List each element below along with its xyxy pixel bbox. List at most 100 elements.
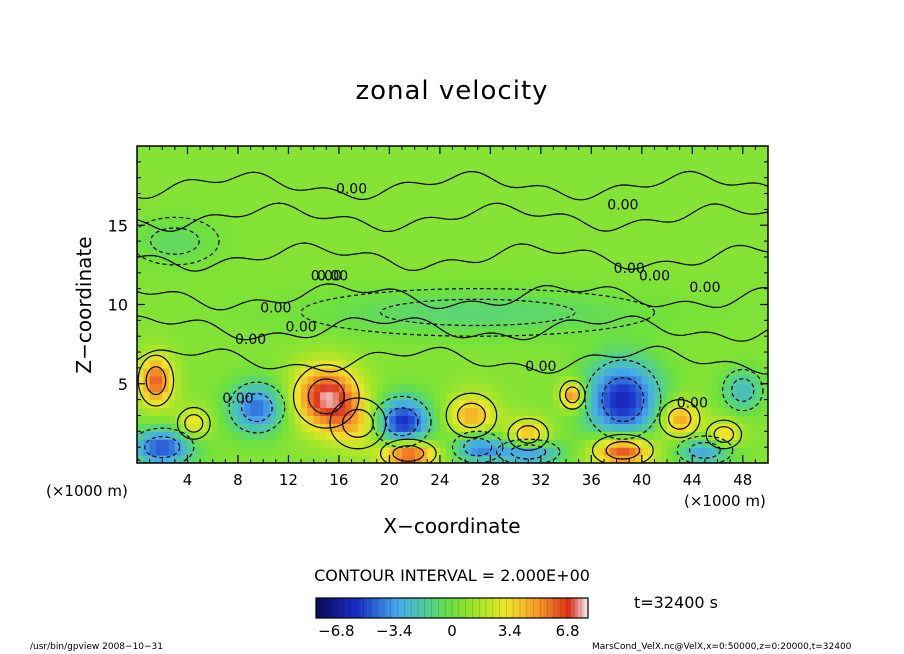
heatmap-cell (187, 367, 195, 377)
heatmap-cell (723, 352, 731, 361)
contour-label: 0.00 (614, 261, 645, 277)
heatmap-cell (736, 304, 744, 314)
heatmap-cell (496, 431, 504, 440)
heatmap-cell (471, 352, 479, 361)
heatmap-cell (439, 185, 447, 195)
heatmap-cell (307, 447, 315, 456)
colorbar-segment (581, 598, 586, 618)
heatmap-cell (389, 241, 397, 250)
heatmap-cell (692, 391, 700, 401)
heatmap-cell (629, 359, 637, 369)
heatmap-cell (420, 320, 428, 329)
heatmap-cell (332, 225, 340, 234)
heatmap-cell (660, 367, 668, 377)
heatmap-cell (704, 249, 712, 258)
heatmap-cell (629, 249, 637, 258)
heatmap-cell (458, 447, 466, 456)
heatmap-cell (357, 146, 365, 155)
heatmap-cell (559, 352, 567, 361)
heatmap-cell (200, 153, 208, 163)
heatmap-cell (402, 296, 409, 306)
heatmap-cell (376, 367, 384, 377)
heatmap-cell (477, 423, 485, 432)
x-axis-unit-right: (×1000 m) (684, 492, 766, 510)
heatmap-cell (749, 312, 756, 321)
heatmap-cell (370, 146, 378, 155)
heatmap-cell (749, 439, 756, 448)
heatmap-cell (547, 328, 555, 337)
heatmap-cell (673, 328, 681, 337)
heatmap-cell (263, 249, 271, 258)
heatmap-cell (755, 399, 763, 409)
heatmap-cell (553, 359, 561, 369)
contour-line (379, 438, 437, 463)
heatmap-cell (219, 375, 226, 385)
heatmap-cell (395, 399, 403, 409)
heatmap-cell (143, 344, 151, 353)
heatmap-cell (540, 153, 548, 163)
heatmap-cell (357, 375, 365, 385)
heatmap-cell (742, 256, 750, 266)
heatmap-cell (225, 336, 233, 345)
heatmap-cell (484, 367, 491, 377)
heatmap-cell (673, 241, 681, 250)
heatmap-cell (603, 328, 611, 337)
heatmap-cell (603, 312, 611, 321)
heatmap-cell (282, 391, 290, 401)
heatmap-cell (301, 336, 308, 345)
heatmap-cell (641, 399, 649, 409)
heatmap-cell (572, 296, 580, 306)
heatmap-cell (597, 146, 605, 155)
heatmap-cell (313, 455, 321, 463)
heatmap-cell (540, 177, 548, 187)
heatmap-cell (256, 201, 264, 211)
heatmap-cell (723, 161, 731, 171)
heatmap-cell (174, 217, 182, 226)
heatmap-cell (547, 233, 555, 242)
heatmap-cell (723, 336, 731, 345)
heatmap-cell (206, 217, 214, 226)
heatmap-cell (704, 201, 712, 211)
heatmap-cell (622, 344, 630, 353)
heatmap-cell (433, 217, 441, 226)
heatmap-cell (496, 146, 504, 155)
heatmap-cell (458, 320, 466, 329)
heatmap-cell (610, 375, 618, 385)
heatmap-cell (755, 391, 763, 401)
heatmap-cell (603, 407, 611, 417)
heatmap-cell (326, 249, 334, 258)
heatmap-cell (269, 241, 277, 250)
heatmap-cell (534, 447, 542, 456)
heatmap-cell (212, 455, 220, 463)
heatmap-cell (250, 256, 258, 266)
heatmap-cell (307, 169, 315, 179)
heatmap-cell (174, 407, 182, 417)
heatmap-cell (219, 328, 226, 337)
contour-line (731, 378, 755, 402)
heatmap-cell (673, 209, 681, 218)
heatmap-cell (490, 264, 498, 274)
colorbar-segment (370, 598, 375, 618)
heatmap-cell (761, 375, 768, 385)
heatmap-cell (275, 264, 283, 274)
heatmap-cell (332, 233, 340, 242)
heatmap-cell (446, 185, 454, 195)
heatmap-cell (660, 328, 668, 337)
heatmap-cell (749, 391, 756, 401)
heatmap-cell (641, 367, 649, 377)
heatmap-cell (433, 256, 441, 266)
heatmap-cell (408, 344, 416, 353)
heatmap-cell (263, 423, 271, 432)
heatmap-cell (376, 375, 384, 385)
heatmap-cell (244, 399, 252, 409)
heatmap-cell (578, 264, 586, 274)
heatmap-cell (187, 391, 195, 401)
heatmap-cell (212, 336, 220, 345)
heatmap-cell (509, 359, 517, 369)
heatmap-cell (420, 455, 428, 463)
heatmap-cell (168, 423, 176, 432)
heatmap-cell (155, 407, 163, 417)
heatmap-cell (427, 455, 435, 463)
heatmap-cell (143, 241, 151, 250)
heatmap-cell (635, 344, 643, 353)
